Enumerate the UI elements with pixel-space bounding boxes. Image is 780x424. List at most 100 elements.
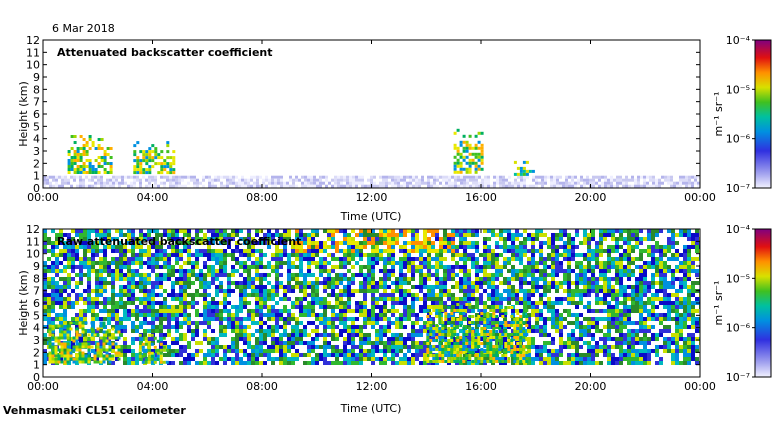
heat-cell [303, 305, 307, 309]
heat-cell [231, 357, 235, 361]
heat-cell [227, 309, 231, 313]
heat-cell [479, 305, 483, 309]
heat-cell [379, 361, 383, 365]
heat-cell [139, 159, 142, 162]
heat-cell [51, 289, 55, 293]
heat-cell [223, 257, 227, 261]
heat-cell [131, 293, 135, 297]
heat-cell [439, 253, 443, 257]
heat-cell [145, 159, 148, 162]
heat-cell [682, 176, 685, 179]
heat-cell [231, 249, 235, 253]
heat-cell [169, 165, 172, 168]
heat-cell [183, 333, 187, 337]
heat-cell [74, 162, 77, 165]
heat-cell [303, 341, 307, 345]
heat-cell [143, 249, 147, 253]
heat-cell [487, 265, 491, 269]
heat-cell [101, 156, 104, 159]
heat-cell [459, 241, 463, 245]
heat-cell [469, 153, 472, 156]
heat-cell [155, 333, 159, 337]
heat-cell [55, 273, 59, 277]
heat-cell [298, 179, 301, 182]
heat-cell [335, 297, 339, 301]
heat-cell [283, 265, 287, 269]
heat-cell [351, 273, 355, 277]
heat-cell [407, 325, 411, 329]
heat-cell [239, 253, 243, 257]
heat-cell [99, 253, 103, 257]
heat-cell [283, 361, 287, 365]
heat-cell [451, 233, 455, 237]
heat-cell [295, 337, 299, 341]
heat-cell [502, 185, 505, 188]
heat-cell [287, 277, 291, 281]
heat-cell [133, 185, 136, 188]
y-tick-label: 12 [26, 34, 40, 47]
heat-cell [379, 233, 383, 237]
heat-cell [532, 170, 535, 173]
heat-cell [79, 273, 83, 277]
heat-cell [255, 293, 259, 297]
heat-cell [74, 156, 77, 159]
heat-cell [419, 329, 423, 333]
heat-cell [491, 229, 495, 233]
heat-cell [59, 293, 63, 297]
heat-cell [563, 329, 567, 333]
heat-cell [291, 253, 295, 257]
heat-cell [47, 309, 51, 313]
heat-cell [531, 249, 535, 253]
heat-cell [199, 345, 203, 349]
heat-cell [241, 176, 244, 179]
heat-cell [387, 229, 391, 233]
heat-cell [379, 297, 383, 301]
heat-cell [247, 361, 251, 365]
heat-cell [195, 305, 199, 309]
heat-cell [613, 185, 616, 188]
heat-cell [301, 185, 304, 188]
heat-cell [43, 357, 47, 361]
heat-cell [349, 182, 352, 185]
heat-cell [327, 345, 331, 349]
heat-cell [403, 285, 407, 289]
heat-cell [371, 261, 375, 265]
heat-cell [235, 261, 239, 265]
heat-cell [172, 176, 175, 179]
heat-cell [339, 273, 343, 277]
heat-cell [685, 185, 688, 188]
heat-cell [79, 182, 82, 185]
heat-cell [159, 285, 163, 289]
heat-cell [299, 229, 303, 233]
heat-cell [531, 305, 535, 309]
heat-cell [517, 182, 520, 185]
heat-cell [280, 185, 283, 188]
heat-cell [259, 305, 263, 309]
heat-cell [415, 249, 419, 253]
heat-cell [307, 269, 311, 273]
heat-cell [527, 273, 531, 277]
heat-cell [459, 273, 463, 277]
heat-cell [311, 301, 315, 305]
heat-cell [247, 229, 251, 233]
heat-cell [411, 361, 415, 365]
heat-cell [195, 341, 199, 345]
heat-cell [135, 229, 139, 233]
heat-cell [331, 179, 334, 182]
heat-cell [279, 309, 283, 313]
heat-cell [387, 337, 391, 341]
heat-cell [111, 285, 115, 289]
heat-cell [367, 261, 371, 265]
heat-cell [196, 179, 199, 182]
heat-cell [347, 293, 351, 297]
heat-cell [415, 285, 419, 289]
heat-cell [559, 321, 563, 325]
heat-cell [119, 249, 123, 253]
heat-cell [87, 289, 91, 293]
heat-cell [547, 289, 551, 293]
heat-cell [460, 156, 463, 159]
heat-cell [91, 179, 94, 182]
heat-cell [403, 341, 407, 345]
heat-cell [151, 321, 155, 325]
heat-cell [559, 182, 562, 185]
